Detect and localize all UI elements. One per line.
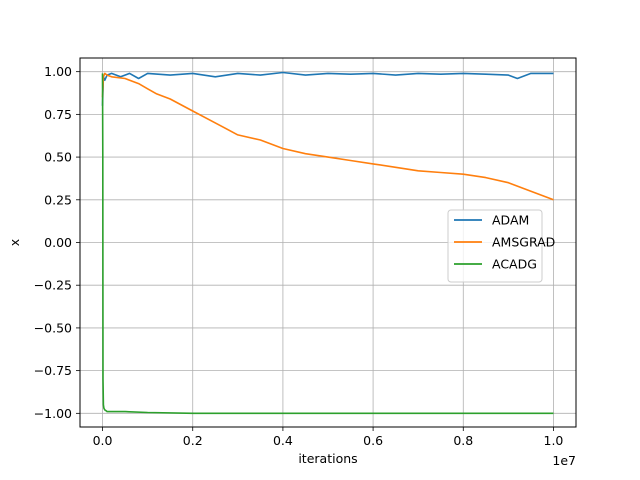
y-tick-label: 0.75 xyxy=(44,107,72,122)
legend-label-acadg: ACADG xyxy=(492,257,537,272)
y-tick-label: −0.25 xyxy=(34,278,72,293)
y-tick-label: 1.00 xyxy=(44,64,72,79)
y-axis-label: x xyxy=(7,239,22,246)
axis-ticks: 0.0 0.2 0.4 0.6 0.8 1.0 1.00 0.75 0.50 0.25 0.00 −0… xyxy=(34,64,564,448)
x-tick-label: 0.0 xyxy=(93,433,113,448)
x-axis-offset-label: 1e7 xyxy=(552,453,576,468)
x-tick-label: 0.2 xyxy=(183,433,203,448)
y-tick-label: 0.00 xyxy=(44,235,72,250)
y-tick-label: −0.50 xyxy=(34,320,72,335)
x-tick-label: 0.8 xyxy=(453,433,473,448)
legend-label-adam: ADAM xyxy=(492,213,529,228)
legend: ADAM AMSGRAD ACADG xyxy=(447,209,555,283)
x-axis-label: iterations xyxy=(298,451,357,466)
series-line-amsgrad xyxy=(101,72,554,201)
y-tick-label: 0.50 xyxy=(44,150,72,165)
x-tick-label: 0.4 xyxy=(273,433,293,448)
x-tick-label: 1.0 xyxy=(544,433,564,448)
series-lines xyxy=(101,71,554,415)
y-tick-label: −0.75 xyxy=(34,363,72,378)
y-tick-label: −1.00 xyxy=(34,406,72,421)
x-tick-label: 0.6 xyxy=(363,433,383,448)
series-line-acadg xyxy=(101,73,554,415)
legend-label-amsgrad: AMSGRAD xyxy=(492,235,555,250)
series-line-adam xyxy=(101,71,554,106)
y-tick-label: 0.25 xyxy=(44,192,72,207)
